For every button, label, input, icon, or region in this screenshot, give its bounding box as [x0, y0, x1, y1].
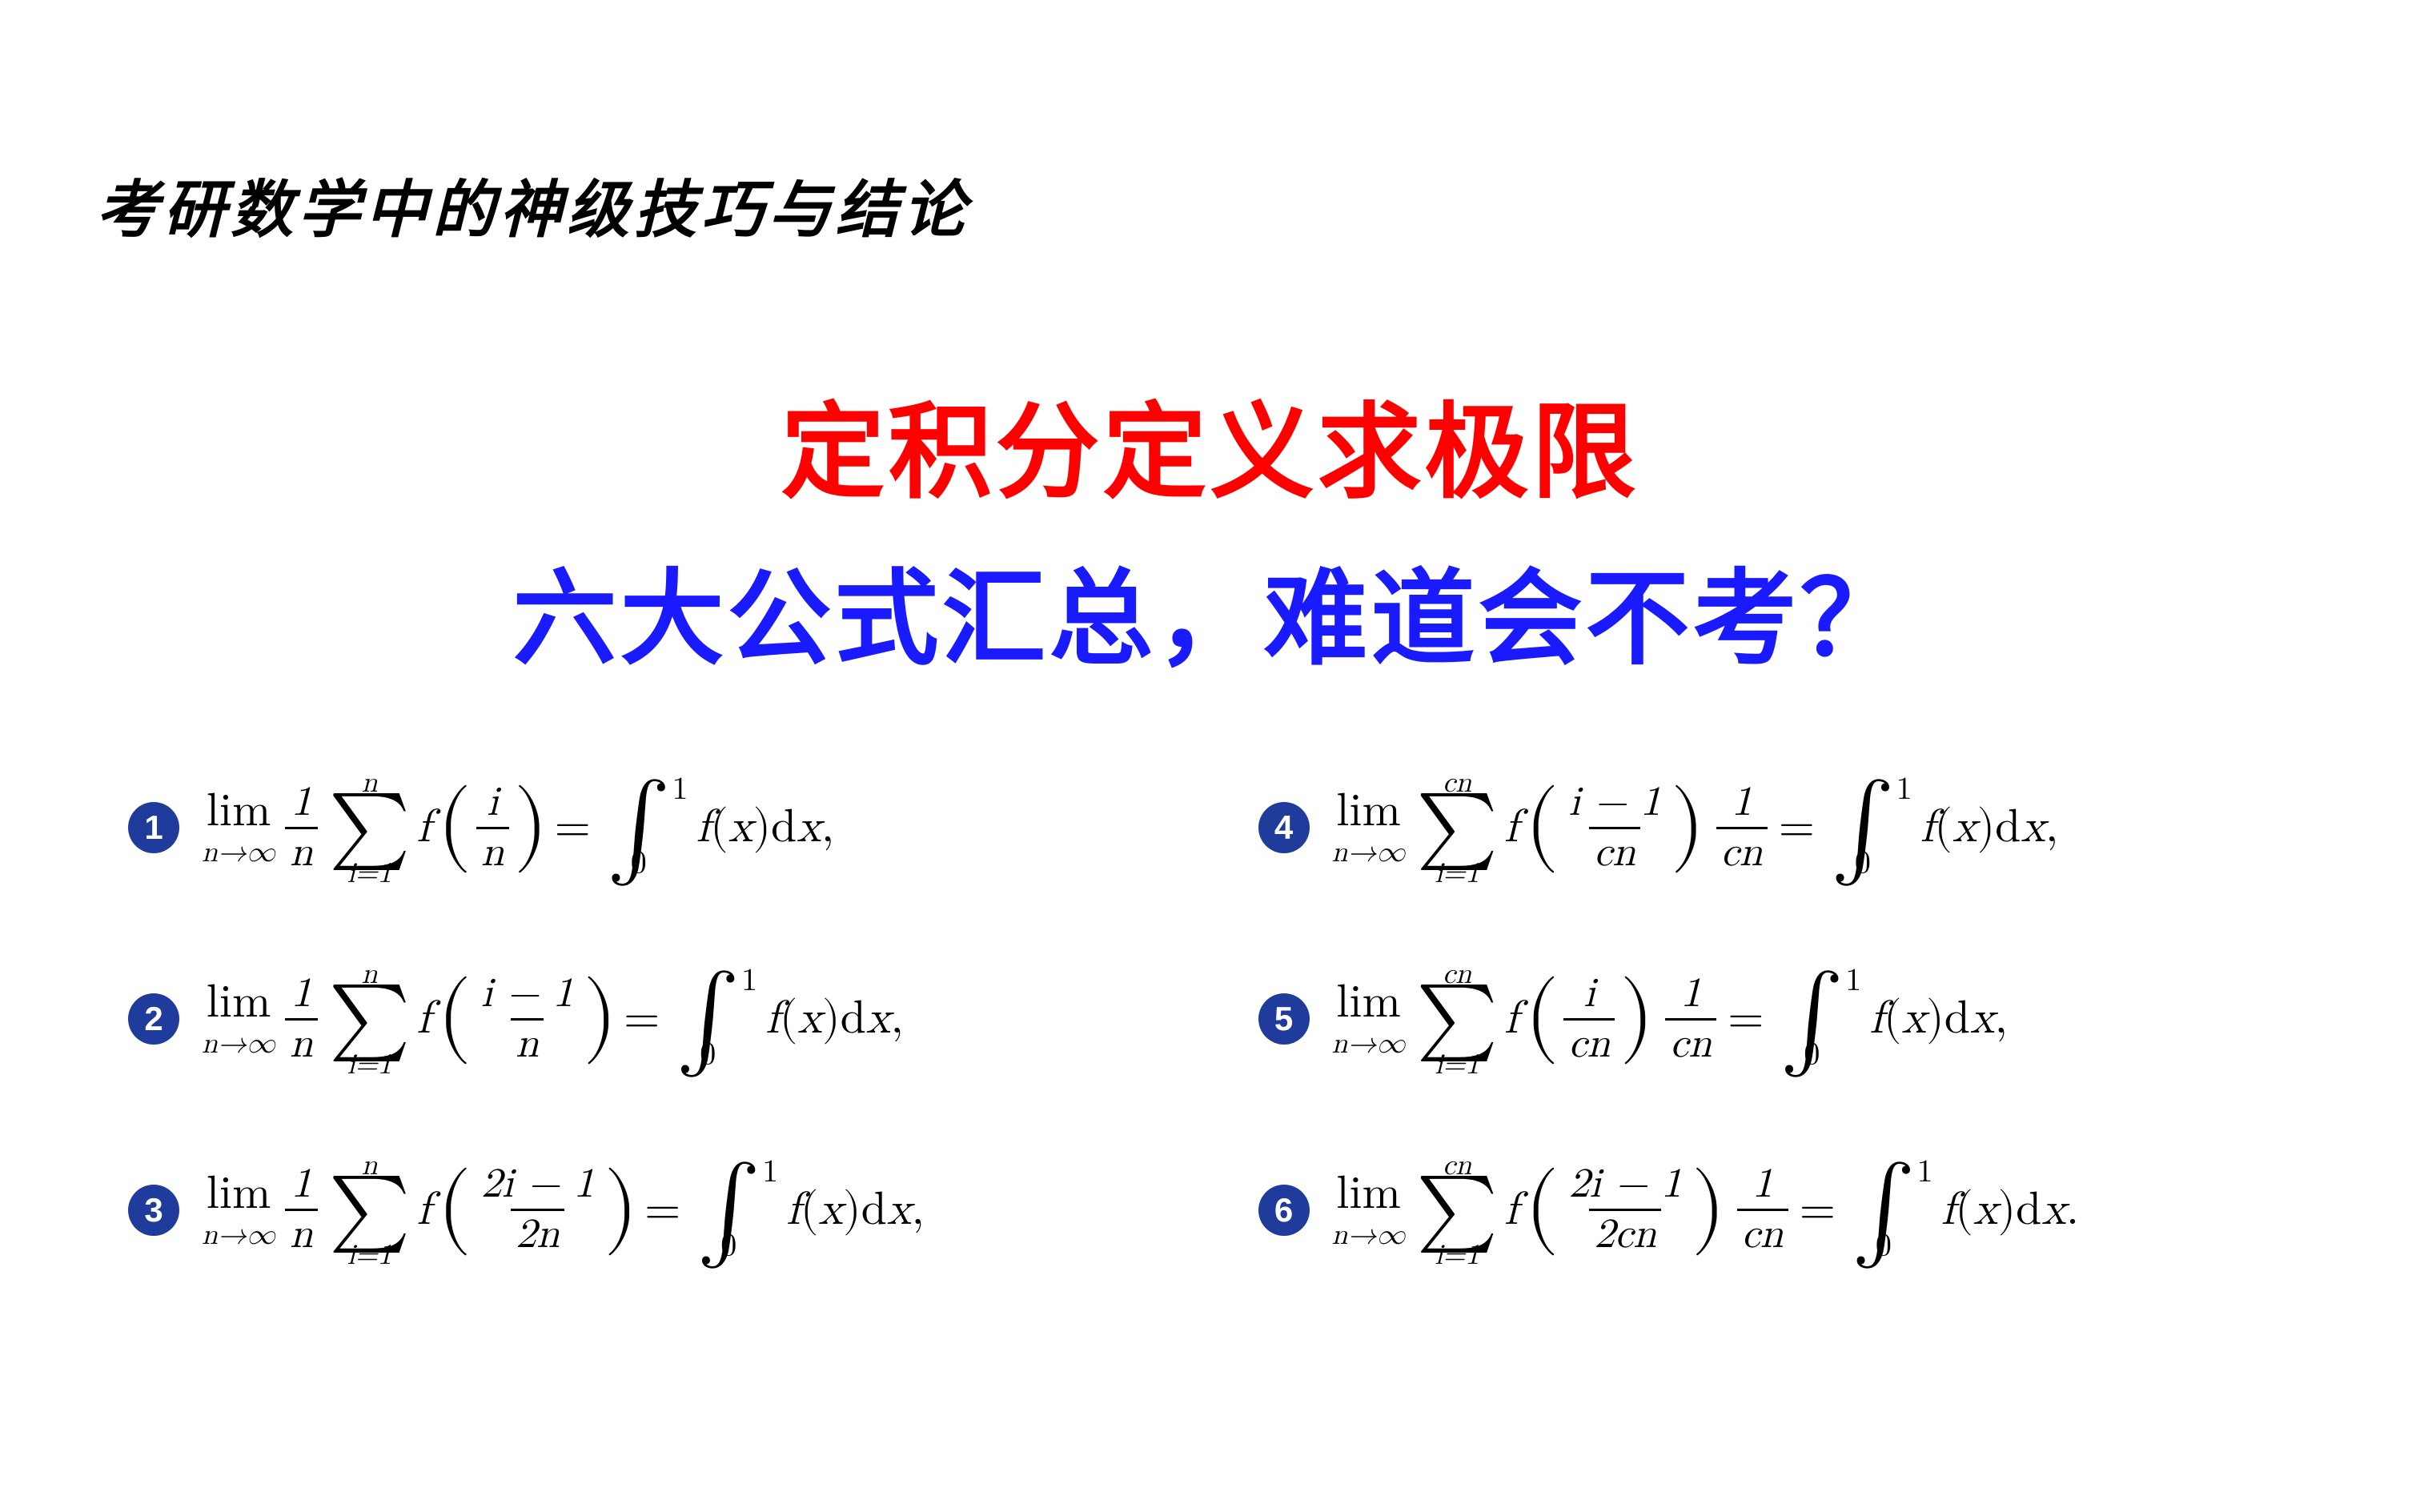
formula-expr-4: limn→∞cn∑i=1f(i − 1cn)1cn=∫10f(x)dx, — [1332, 768, 2059, 888]
formula-expr-3: limn→∞1nn∑i=1f(2i − 12n)=∫10f(x)dx, — [202, 1151, 925, 1270]
formula-expr-2: limn→∞1nn∑i=1f(i − 1n)=∫10f(x)dx, — [202, 960, 904, 1079]
formula-6: 6 limn→∞cn∑i=1f(2i − 12cn)1cn=∫10f(x)dx. — [1258, 1151, 2293, 1270]
formula-grid: 1 limn→∞1nn∑i=1f(in)=∫10f(x)dx, 4 limn→∞cn∑… — [128, 768, 2292, 1269]
title-line-1: 定积分定义求极限 — [0, 368, 2420, 519]
formula-badge-5: 5 — [1258, 993, 1310, 1045]
formula-expr-1: limn→∞1nn∑i=1f(in)=∫10f(x)dx, — [202, 768, 834, 888]
formula-expr-6: limn→∞cn∑i=1f(2i − 12cn)1cn=∫10f(x)dx. — [1332, 1151, 2080, 1270]
formula-2: 2 limn→∞1nn∑i=1f(i − 1n)=∫10f(x)dx, — [128, 960, 1162, 1079]
formula-3: 3 limn→∞1nn∑i=1f(2i − 12n)=∫10f(x)dx, — [128, 1151, 1162, 1270]
page-header: 考研数学中的神级技巧与结论 — [96, 160, 970, 250]
title-line-2: 六大公式汇总，难道会不考？ — [0, 535, 2420, 685]
formula-badge-4: 4 — [1258, 802, 1310, 853]
formula-badge-6: 6 — [1258, 1185, 1310, 1236]
formula-badge-2: 2 — [128, 993, 179, 1045]
formula-badge-3: 3 — [128, 1185, 179, 1236]
formula-expr-5: limn→∞cn∑i=1f(icn)1cn=∫10f(x)dx, — [1332, 960, 2008, 1079]
formula-badge-1: 1 — [128, 802, 179, 853]
formula-1: 1 limn→∞1nn∑i=1f(in)=∫10f(x)dx, — [128, 768, 1162, 888]
formula-5: 5 limn→∞cn∑i=1f(icn)1cn=∫10f(x)dx, — [1258, 960, 2293, 1079]
formula-4: 4 limn→∞cn∑i=1f(i − 1cn)1cn=∫10f(x)dx, — [1258, 768, 2293, 888]
title-block: 定积分定义求极限 六大公式汇总，难道会不考？ — [0, 368, 2420, 685]
